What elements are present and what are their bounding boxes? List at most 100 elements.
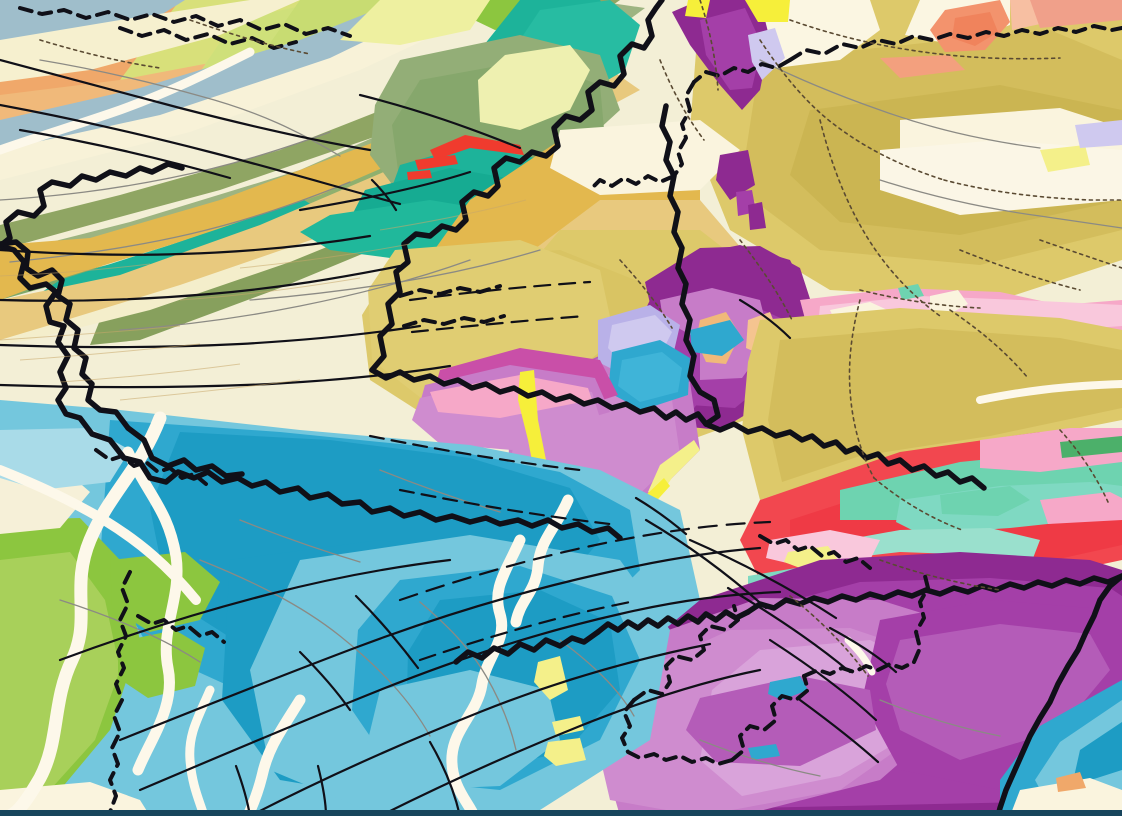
river-branch-b [0,465,201,605]
boundary-se-belt [745,573,1122,615]
fault-se2 [726,586,852,674]
drainage-nw3 [9,181,351,263]
fine-admin-nw1 [189,19,311,55]
unit-bluepale-sw [0,428,130,490]
unit-yellow-top [685,0,710,18]
unit-group-northeast [550,0,1122,300]
drainage-c2 [239,519,361,563]
int-boundary-ne1 [788,24,1122,62]
unit-green-sliver-e [1060,436,1122,458]
fault-e1 [828,626,898,674]
int-boundary-n2 [118,26,298,50]
drainage-sw1 [199,559,431,737]
fine-admin-nb2 [873,477,963,531]
int-boundary-ne2 [692,58,792,84]
unit-group-central-massif [412,245,812,525]
unit-ochre-nwbasin [0,40,600,300]
boundary-s-line [453,629,601,665]
fault-nbasin2 [410,314,588,334]
unit-cream-nw [0,0,300,82]
fine-admin-e4 [789,595,869,677]
fault-nw5 [0,324,422,349]
unit-khakideep-east [768,328,1122,482]
unit-olive-band1 [0,0,620,250]
unit-orange-se-dot [1056,772,1086,792]
fine-admin-ne5 [699,0,719,91]
fault-s-short3 [428,740,462,816]
unit-yellowpale-s3 [544,738,586,766]
fault-s-main5 [58,558,452,662]
fault-nw3 [0,234,372,256]
fine-admin-boundary-layer [39,0,1122,677]
unit-yellowpale-s2 [552,716,584,736]
unit-lavpale-ne [1075,120,1122,148]
fine-admin-ne2 [759,39,945,181]
int-boundary-n1 [18,6,352,38]
fault-c-short2 [634,496,688,536]
drainage-ne2 [879,179,1122,229]
unit-lavender-top [748,28,785,80]
fine-admin-ne6 [659,59,705,141]
int-boundary-e1 [758,534,872,570]
unit-cream-nw2 [0,0,510,180]
int-boundary-ne4 [588,174,676,192]
river-branch-a [122,446,183,776]
fault-nw7 [18,128,232,180]
minor-drainage-layer [0,59,1122,777]
fine-admin-c2 [619,259,673,329]
fine-admin-nb1 [848,299,875,479]
unit-yellowpale-n [340,0,490,45]
unit-pink-belt-e [980,428,1122,472]
unit-red-dike2 [415,155,458,170]
unit-green-sw3 [118,630,205,698]
fault-sc-dashed [398,520,772,602]
fine-admin-e3 [879,559,1001,591]
unit-purplemid-se3 [686,676,876,766]
fine-admin-ne7 [859,289,981,309]
unit-pinkband-ne [1030,0,1122,28]
drainage-nw2 [0,131,331,201]
fine-admin-e2 [959,249,1081,291]
boundary-se-vertical [995,573,1122,816]
int-boundary-se1 [632,604,740,702]
boundary-nc-east [369,367,709,427]
fine-admin-ne8 [949,309,1029,379]
alluvium-texture-layer [0,199,527,401]
unit-red-dike3 [407,170,432,180]
fault-nw-arrow [370,178,398,212]
fault-s-short1 [354,594,420,670]
boundary-nc-main [369,0,665,373]
unit-yellow-top2 [745,0,790,22]
unit-group-east-belt [740,284,1122,612]
fault-s-main4 [378,668,762,816]
drainage-c1 [379,469,501,513]
unit-cyanband-r [690,320,744,356]
int-boundary-se4 [802,660,916,678]
fine-admin-nb3 [1059,429,1109,503]
fault-c-dashed4 [398,488,612,526]
boundary-right-of-massif [659,103,721,427]
unit-cyan-se-dot1 [768,676,808,700]
boundary-nw-arc [125,425,245,479]
unit-yellowpale-ncore [478,45,590,130]
fault-c-dashed3 [368,434,582,472]
river-sw-lower2 [185,685,215,816]
int-boundary-c2 [402,314,506,328]
fault-nc1 [298,170,472,212]
int-boundary-sw2 [108,570,132,814]
fault-s-main2 [138,590,782,792]
drainage-nw1 [39,59,341,157]
drainage-sw2 [59,599,201,663]
int-boundary-se-vert [912,570,930,664]
fault-s-main3 [248,642,712,816]
fault-s-short2 [298,650,352,712]
int-boundary-se3 [730,674,810,762]
int-boundary-sw1 [94,448,208,486]
unit-salmonband-mid [880,55,965,78]
drainage-ne1 [759,59,1041,149]
fault-se4 [798,698,880,764]
boundary-se-belt-left [595,609,751,635]
fine-admin-ne4 [819,119,941,317]
